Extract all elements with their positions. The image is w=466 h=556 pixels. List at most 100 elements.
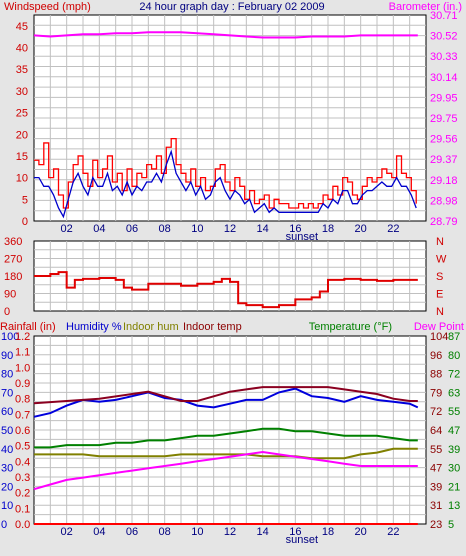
windspeed-tick-label: 35 [16, 64, 28, 76]
temperature-axis-label: Temperature (°F) [309, 321, 392, 333]
barometer-tick-label: 29.95 [430, 92, 458, 104]
indoor-temp-tick-label: 87 [448, 331, 460, 343]
barometer-tick-label: 29.37 [430, 154, 458, 166]
humidity-axis-label: Humidity % [66, 321, 122, 333]
top-x-tick-label: 14 [257, 223, 269, 235]
top-x-tick-label: 04 [93, 223, 105, 235]
humidity-tick-label: 40 [1, 444, 13, 456]
bottom-x-tick-label: 04 [93, 526, 105, 538]
temperature-tick-label: 55 [430, 444, 442, 456]
indoor-temp-tick-label: 55 [448, 406, 460, 418]
top-x-tick-label: 10 [191, 223, 203, 235]
rainfall-tick-label: 1.0 [15, 362, 30, 374]
humidity-tick-label: 70 [1, 387, 13, 399]
rainfall-tick-label: 0.1 [15, 503, 30, 515]
indoor-temp-tick-label: 5 [448, 519, 454, 531]
top-x-tick-label: 20 [355, 223, 367, 235]
windspeed-tick-label: 15 [16, 151, 28, 163]
barometer-tick-label: 30.33 [430, 51, 458, 63]
barometer-tick-label: 30.52 [430, 31, 458, 43]
humidity-tick-label: 80 [1, 369, 13, 381]
rainfall-tick-label: 0.4 [15, 456, 30, 468]
temperature-tick-label: 31 [430, 500, 442, 512]
bottom-x-tick-label: 20 [355, 526, 367, 538]
direction-tick-label: 90 [4, 289, 16, 301]
indoor-humidity-line [34, 447, 418, 460]
rainfall-tick-label: 0.0 [15, 519, 30, 531]
bottom-x-tick-label: 08 [159, 526, 171, 538]
barometer-axis-label: Barometer (in.) [389, 1, 462, 13]
rainfall-tick-label: 0.2 [15, 488, 30, 500]
indoor-temp-tick-label: 80 [448, 350, 460, 362]
top-x-tick-label: 12 [224, 223, 236, 235]
compass-tick-label: N [436, 306, 444, 318]
barometer-tick-label: 28.98 [430, 195, 458, 207]
top-x-tick-label: 18 [322, 223, 334, 235]
humidity-tick-label: 50 [1, 425, 13, 437]
indoor-temp-axis-label: Indoor temp [183, 321, 242, 333]
rainfall-tick-label: 0.9 [15, 378, 30, 390]
bottom-x-tick-label: 18 [322, 526, 334, 538]
wind-barometer-chart: 0 5 10 15 20 25 30 35 40 45 28.79 28.98 29.18 29.37 29… [16, 10, 458, 243]
indoor-temperature-line [33, 386, 418, 405]
direction-tick-label: 270 [4, 254, 22, 266]
humidity-tick-label: 60 [1, 406, 13, 418]
windspeed-tick-label: 25 [16, 108, 28, 120]
direction-tick-label: 360 [4, 236, 22, 248]
temperature-line [34, 427, 418, 449]
rainfall-tick-label: 0.7 [15, 409, 30, 421]
indoor-temp-tick-label: 13 [448, 500, 460, 512]
barometer-tick-label: 30.14 [430, 72, 458, 84]
rainfall-tick-label: 0.6 [15, 425, 30, 437]
temperature-tick-label: 96 [430, 350, 442, 362]
direction-tick-label: 0 [4, 306, 10, 318]
humidity-tick-label: 100 [1, 331, 19, 343]
compass-tick-label: W [436, 254, 447, 266]
dew-point-line [33, 450, 418, 491]
rainfall-tick-label: 0.5 [15, 441, 30, 453]
humidity-tick-label: 20 [1, 481, 13, 493]
temperature-tick-label: 104 [430, 331, 448, 343]
temperature-tick-label: 23 [430, 519, 442, 531]
bottom-x-tick-label: 10 [191, 526, 203, 538]
humidity-tick-label: 30 [1, 463, 13, 475]
top-x-tick-label: 16 [289, 223, 301, 235]
top-x-tick-label: 06 [126, 223, 138, 235]
windspeed-tick-label: 5 [22, 194, 28, 206]
temperature-tick-label: 72 [430, 406, 442, 418]
windspeed-axis-label: Windspeed (mph) [4, 1, 91, 13]
indoor-temp-tick-label: 63 [448, 387, 460, 399]
humidity-line [33, 387, 419, 418]
dewpoint-axis-label: Dew Point [414, 321, 464, 333]
bottom-x-tick-label: 16 [289, 526, 301, 538]
bottom-x-tick-label: 12 [224, 526, 236, 538]
indoor-temp-tick-label: 47 [448, 425, 460, 437]
windspeed-tick-label: 20 [16, 129, 28, 141]
windspeed-tick-label: 0 [22, 216, 28, 228]
top-x-tick-label: 02 [61, 223, 73, 235]
temperature-tick-label: 39 [430, 481, 442, 493]
temperature-tick-label: 79 [430, 387, 442, 399]
wind-average-line [34, 149, 417, 219]
windspeed-tick-label: 10 [16, 173, 28, 185]
indoor-temp-tick-label: 39 [448, 444, 460, 456]
compass-tick-label: S [436, 271, 443, 283]
humidity-temperature-chart: 0 10 20 30 40 50 60 70 80 90 100 0.0 0.1 0.2 0.3 0.4 0.5… [1, 331, 460, 546]
rainfall-tick-label: 1.2 [15, 331, 30, 343]
rainfall-tick-label: 0.3 [15, 472, 30, 484]
bottom-x-tick-label: 14 [257, 526, 269, 538]
windspeed-tick-label: 40 [16, 43, 28, 55]
wind-direction-line [34, 271, 418, 309]
barometer-tick-label: 28.79 [430, 216, 458, 228]
indoor-temp-tick-label: 21 [448, 481, 460, 493]
bottom-sunset-marker: sunset [286, 534, 318, 546]
rainfall-tick-label: 0.8 [15, 394, 30, 406]
windspeed-tick-label: 45 [16, 21, 28, 33]
temperature-tick-label: 64 [430, 425, 442, 437]
indoor-temp-tick-label: 30 [448, 463, 460, 475]
humidity-tick-label: 0 [1, 519, 7, 531]
temperature-tick-label: 47 [430, 463, 442, 475]
compass-tick-label: E [436, 289, 443, 301]
